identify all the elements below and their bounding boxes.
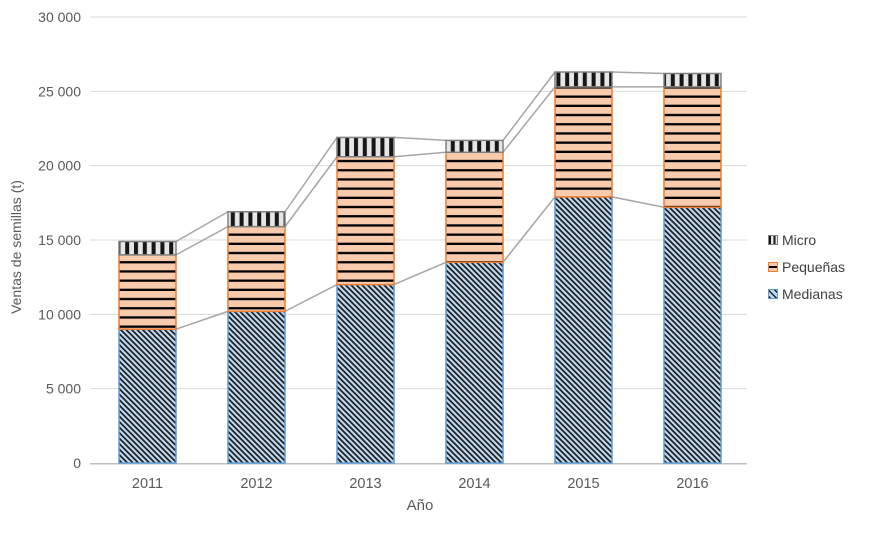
svg-text:2014: 2014 — [458, 476, 490, 492]
legend-item-label: Micro — [782, 232, 817, 248]
svg-text:2016: 2016 — [676, 476, 708, 492]
pequenas-pattern-swatch-icon — [768, 262, 778, 272]
svg-text:2013: 2013 — [349, 476, 381, 492]
svg-text:20 000: 20 000 — [38, 158, 81, 174]
x-axis-title: Año — [406, 497, 434, 514]
legend-item-label: Pequeñas — [782, 259, 846, 275]
svg-text:10 000: 10 000 — [38, 306, 81, 322]
legend-item-label: Medianas — [782, 286, 843, 302]
svg-text:2012: 2012 — [240, 476, 272, 492]
legend: Micro Pequeñas Medianas — [768, 232, 845, 302]
svg-text:5 000: 5 000 — [46, 381, 81, 397]
svg-text:2011: 2011 — [132, 476, 163, 492]
svg-text:15 000: 15 000 — [38, 232, 81, 248]
svg-text:25 000: 25 000 — [38, 83, 81, 99]
svg-text:0: 0 — [73, 455, 81, 471]
medianas-pattern-swatch-icon — [768, 289, 778, 299]
svg-text:30 000: 30 000 — [38, 9, 81, 25]
legend-item-medianas: Medianas — [768, 286, 845, 302]
legend-item-pequenas: Pequeñas — [768, 259, 845, 275]
legend-item-micro: Micro — [768, 232, 845, 248]
y-axis-title: Ventas de semillas (t) — [8, 180, 24, 314]
svg-text:2015: 2015 — [567, 476, 599, 492]
micro-pattern-swatch-icon — [768, 235, 778, 245]
